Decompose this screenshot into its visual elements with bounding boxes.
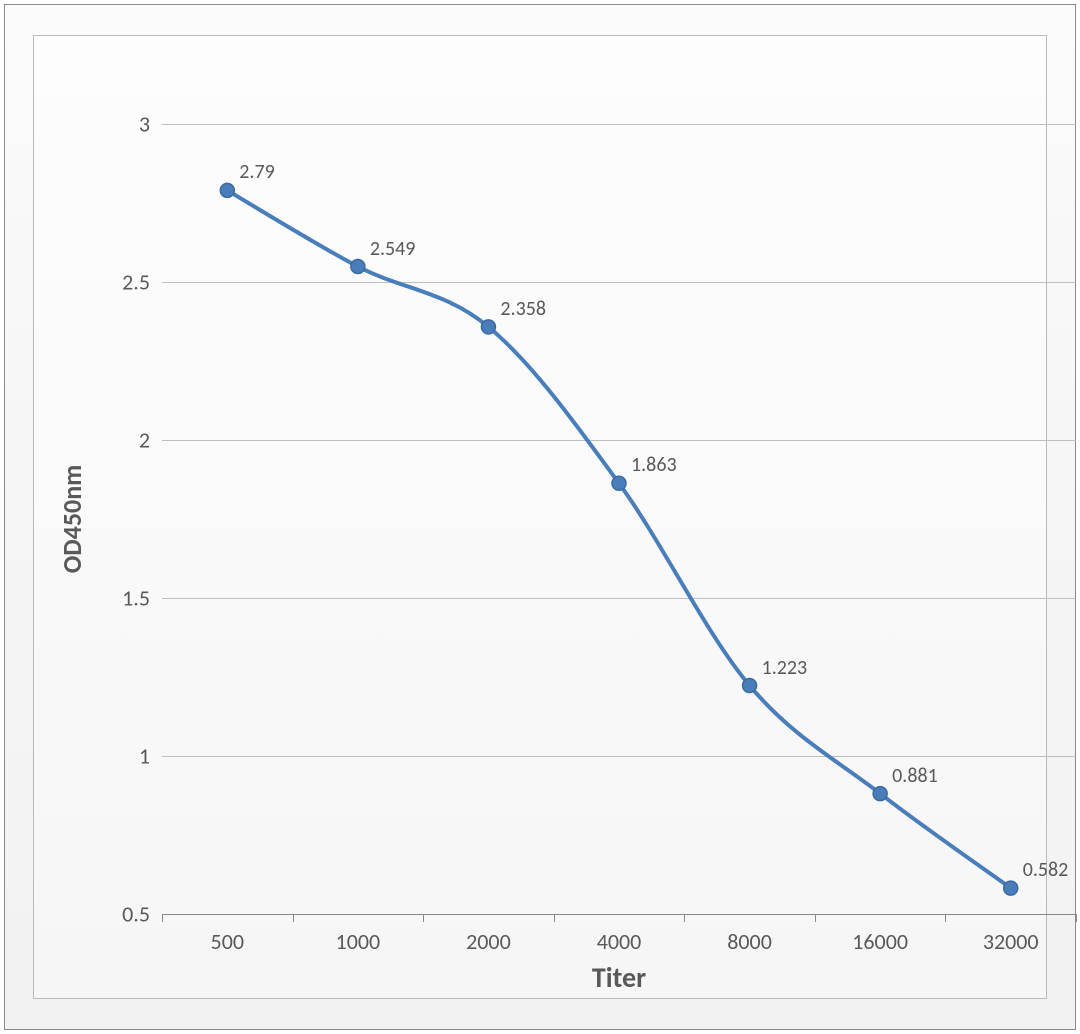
y-tick-label: 1.5 [90,585,150,612]
y-gridline [162,914,1076,915]
x-tick-label: 32000 [983,928,1039,955]
x-tick-mark [162,914,163,922]
plot-area: 0.511.522.535001000200040008000160003200… [162,124,1076,914]
data-label: 0.582 [1023,858,1069,882]
y-tick-label: 1 [90,743,150,770]
series-marker [220,183,234,197]
x-axis-title: Titer [592,960,646,995]
x-tick-label: 8000 [727,928,772,955]
x-tick-mark [423,914,424,922]
x-tick-mark [945,914,946,922]
chart-inner-frame: 0.5 1 1.5 2 2.5 3 500 1000 2000 4000 8000 16000 3200… [33,35,1047,999]
x-tick-mark [554,914,555,922]
data-label: 2.549 [370,237,416,261]
x-tick-label: 4000 [597,928,642,955]
y-axis-title: OD450nm [56,465,88,574]
x-tick-mark [293,914,294,922]
data-label: 2.358 [500,297,546,321]
x-tick-mark [815,914,816,922]
series-marker [351,260,365,274]
x-tick-mark [684,914,685,922]
series-marker [1004,881,1018,895]
data-label: 2.79 [239,160,274,184]
series-marker [481,320,495,334]
series-marker [873,787,887,801]
y-tick-label: 0.5 [90,901,150,928]
data-label: 1.863 [631,453,677,477]
x-tick-label: 16000 [852,928,908,955]
series-svg [162,124,1076,914]
x-tick-label: 1000 [336,928,381,955]
series-marker [612,476,626,490]
x-tick-mark [1076,914,1077,922]
data-label: 0.881 [892,764,938,788]
y-tick-label: 2.5 [90,269,150,296]
series-marker [743,679,757,693]
y-tick-label: 3 [90,111,150,138]
y-tick-label: 2 [90,427,150,454]
chart-outer-frame: 0.5 1 1.5 2 2.5 3 500 1000 2000 4000 8000 16000 3200… [4,4,1076,1030]
x-tick-label: 2000 [466,928,511,955]
x-tick-label: 500 [211,928,244,955]
data-label: 1.223 [762,656,808,680]
